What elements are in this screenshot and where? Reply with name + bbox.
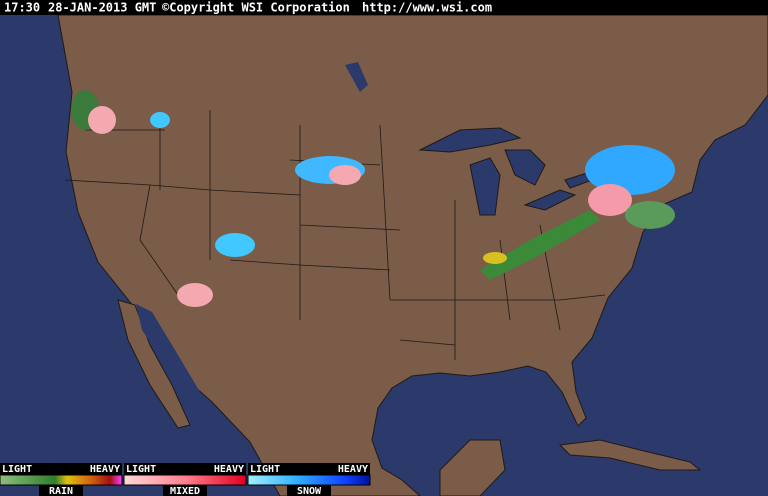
legend-label-box: [163, 485, 207, 496]
legend-label-box: [39, 485, 83, 496]
legend-scale: [123, 474, 247, 486]
precipitation: [71, 90, 675, 307]
legend-box: [0, 463, 122, 475]
copyright: ©Copyright WSI Corporation: [162, 1, 350, 15]
date: 28-JAN-2013 GMT: [48, 1, 156, 15]
legend-heavy: HEAVY: [90, 464, 120, 475]
gulf-california: [136, 304, 200, 398]
yucatan: [439, 439, 506, 496]
legend-label-box: [287, 485, 331, 496]
legend-box: [124, 463, 246, 475]
legend-heavy: HEAVY: [338, 464, 368, 475]
legend-scale: [0, 474, 123, 486]
legend: LIGHT HEAVY RAIN LIGHT HEAVY MIXED LIGHT HEAVY S…: [0, 463, 371, 496]
legend-light: LIGHT: [126, 464, 156, 475]
legend-heavy: HEAVY: [214, 464, 244, 475]
legend-label: MIXED: [170, 486, 200, 496]
cuba: [558, 439, 702, 471]
url: http://www.wsi.com: [362, 1, 492, 15]
lake-winnipeg: [345, 62, 368, 92]
legend-light: LIGHT: [250, 464, 280, 475]
header-bar: [0, 0, 768, 15]
great-lakes: [418, 127, 600, 216]
legend-light: LIGHT: [2, 464, 32, 475]
legend-scale: [247, 474, 371, 486]
time: 17:30: [4, 1, 40, 15]
legend-label: SNOW: [297, 486, 322, 496]
legend-label: RAIN: [49, 486, 73, 496]
legend-box: [248, 463, 370, 475]
